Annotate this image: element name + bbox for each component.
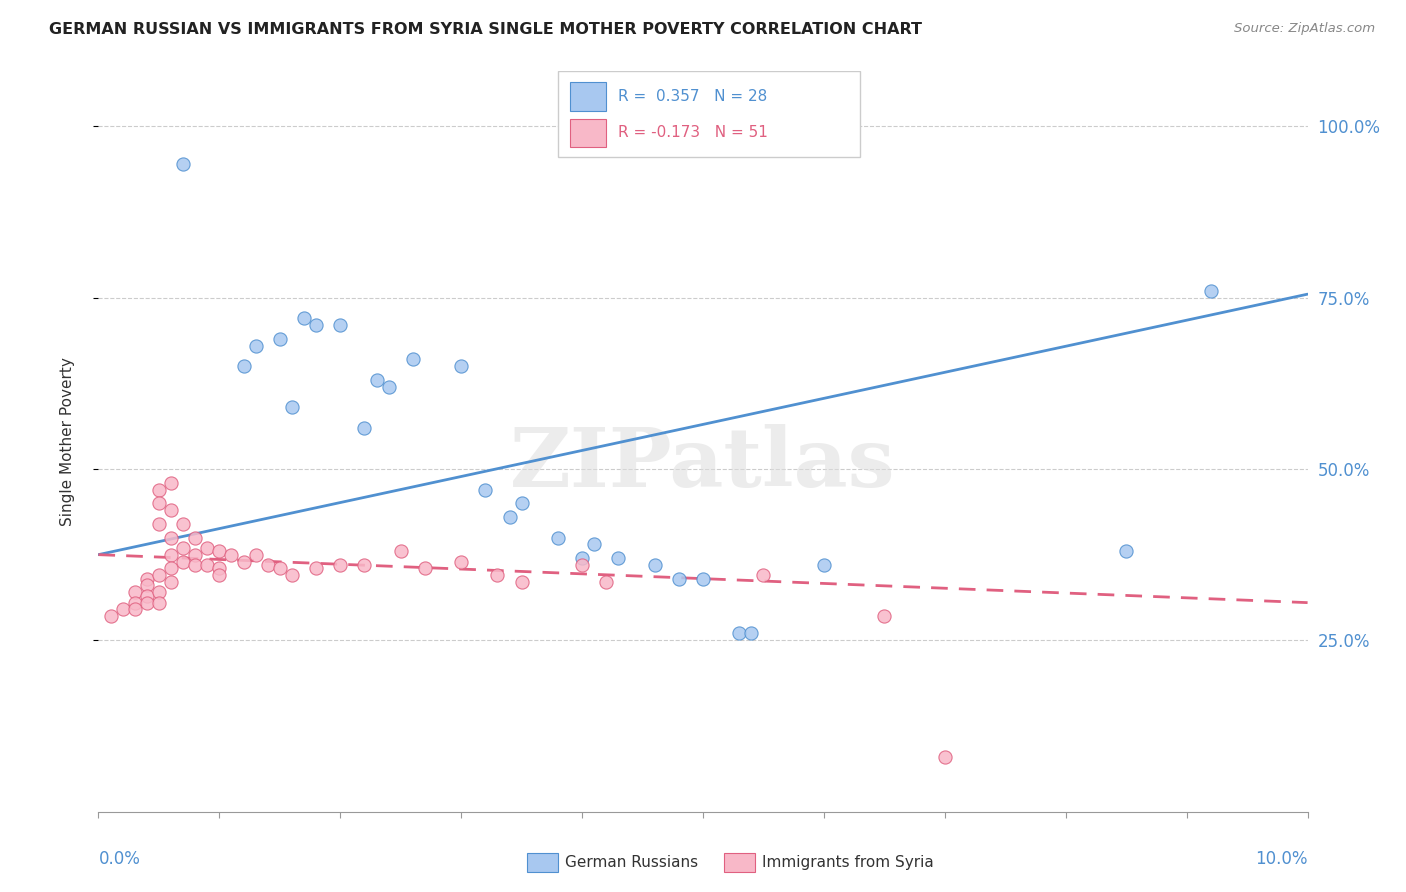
Point bbox=[813, 558, 835, 572]
Point bbox=[148, 483, 170, 497]
Point bbox=[195, 541, 218, 555]
Text: ZIPatlas: ZIPatlas bbox=[510, 424, 896, 504]
Point bbox=[873, 609, 896, 624]
Point bbox=[547, 531, 569, 545]
Point bbox=[305, 561, 328, 575]
Point bbox=[305, 318, 328, 332]
FancyBboxPatch shape bbox=[558, 71, 860, 156]
Text: R = -0.173   N = 51: R = -0.173 N = 51 bbox=[619, 125, 768, 140]
Point bbox=[100, 609, 122, 624]
Point bbox=[728, 626, 751, 640]
Point bbox=[135, 578, 157, 592]
Point bbox=[402, 352, 425, 367]
Point bbox=[256, 558, 278, 572]
Point bbox=[353, 558, 375, 572]
Point bbox=[160, 561, 183, 575]
Point bbox=[281, 568, 304, 582]
Text: Immigrants from Syria: Immigrants from Syria bbox=[762, 855, 934, 870]
Point bbox=[486, 568, 509, 582]
Point bbox=[1115, 544, 1137, 558]
Point bbox=[571, 551, 593, 566]
Point bbox=[232, 554, 254, 568]
Point bbox=[1199, 284, 1222, 298]
Point bbox=[510, 496, 533, 510]
Point bbox=[269, 561, 291, 575]
Point bbox=[124, 596, 146, 610]
Point bbox=[148, 496, 170, 510]
FancyBboxPatch shape bbox=[569, 119, 606, 147]
Point bbox=[172, 541, 194, 555]
Point bbox=[208, 568, 231, 582]
Point bbox=[172, 516, 194, 531]
Point bbox=[245, 338, 267, 352]
Point bbox=[195, 558, 218, 572]
Point bbox=[245, 548, 267, 562]
Text: GERMAN RUSSIAN VS IMMIGRANTS FROM SYRIA SINGLE MOTHER POVERTY CORRELATION CHART: GERMAN RUSSIAN VS IMMIGRANTS FROM SYRIA … bbox=[49, 22, 922, 37]
Point bbox=[668, 572, 690, 586]
Point bbox=[329, 558, 352, 572]
Text: 10.0%: 10.0% bbox=[1256, 849, 1308, 868]
Point bbox=[111, 602, 134, 616]
Point bbox=[269, 332, 291, 346]
Point bbox=[752, 568, 775, 582]
Text: German Russians: German Russians bbox=[565, 855, 699, 870]
Point bbox=[160, 531, 183, 545]
Point bbox=[184, 531, 207, 545]
Point bbox=[474, 483, 496, 497]
Text: Source: ZipAtlas.com: Source: ZipAtlas.com bbox=[1234, 22, 1375, 36]
Point bbox=[292, 311, 315, 326]
Point bbox=[740, 626, 762, 640]
Point bbox=[413, 561, 436, 575]
Point bbox=[160, 503, 183, 517]
Point bbox=[329, 318, 352, 332]
Point bbox=[510, 575, 533, 590]
Point bbox=[232, 359, 254, 373]
Point bbox=[208, 544, 231, 558]
Point bbox=[172, 157, 194, 171]
Y-axis label: Single Mother Poverty: Single Mother Poverty bbox=[60, 357, 75, 526]
Text: R =  0.357   N = 28: R = 0.357 N = 28 bbox=[619, 89, 768, 104]
Point bbox=[450, 359, 472, 373]
Point bbox=[571, 558, 593, 572]
Point bbox=[281, 401, 304, 415]
Point bbox=[389, 544, 412, 558]
Point bbox=[135, 596, 157, 610]
Point bbox=[353, 421, 375, 435]
Point bbox=[160, 475, 183, 490]
Point bbox=[148, 585, 170, 599]
Point bbox=[583, 537, 606, 551]
Point bbox=[135, 572, 157, 586]
Point bbox=[184, 548, 207, 562]
Point bbox=[644, 558, 666, 572]
Point bbox=[135, 589, 157, 603]
Point bbox=[498, 510, 520, 524]
Point bbox=[124, 585, 146, 599]
Point bbox=[124, 602, 146, 616]
Point bbox=[148, 516, 170, 531]
Point bbox=[221, 548, 243, 562]
Text: 0.0%: 0.0% bbox=[98, 849, 141, 868]
Point bbox=[366, 373, 388, 387]
Point bbox=[934, 750, 956, 764]
Point bbox=[208, 561, 231, 575]
Point bbox=[184, 558, 207, 572]
Point bbox=[377, 380, 399, 394]
Point bbox=[172, 554, 194, 568]
Point bbox=[450, 554, 472, 568]
Point bbox=[160, 548, 183, 562]
Point bbox=[595, 575, 617, 590]
FancyBboxPatch shape bbox=[569, 82, 606, 111]
Point bbox=[692, 572, 714, 586]
Point bbox=[607, 551, 630, 566]
Point bbox=[148, 568, 170, 582]
Point bbox=[160, 575, 183, 590]
Point bbox=[148, 596, 170, 610]
